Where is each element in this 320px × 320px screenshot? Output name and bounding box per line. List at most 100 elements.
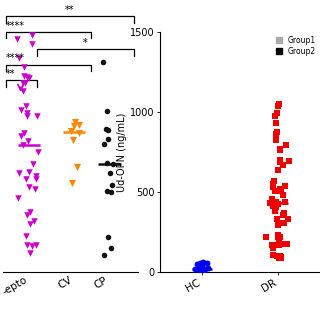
Point (274, 243, 279, 248)
Point (34, 173, 39, 178)
Legend: Group1, Group2: Group1, Group2 (276, 36, 316, 56)
Point (270, 196, 275, 202)
Point (277, 220, 282, 225)
Point (274, 199, 279, 204)
Point (105, 137, 110, 142)
Point (109, 182, 114, 188)
Point (34, 243, 39, 248)
Point (21, 74, 26, 79)
Point (275, 129, 280, 134)
Point (106, 127, 111, 132)
Point (22, 130, 27, 135)
Point (17, 171, 22, 176)
Point (199, 266, 204, 271)
Point (15, 195, 20, 200)
Point (26, 75, 31, 80)
Text: *: * (83, 38, 88, 48)
Point (20, 80, 26, 85)
Point (29, 33, 35, 38)
Point (101, 253, 107, 258)
Point (205, 266, 211, 271)
Point (280, 242, 285, 247)
Point (19, 107, 24, 112)
Point (276, 222, 281, 228)
Point (199, 268, 204, 274)
Point (23, 234, 28, 239)
Point (281, 163, 286, 168)
Point (71, 137, 76, 142)
Point (277, 254, 282, 259)
Point (272, 179, 277, 184)
Point (105, 160, 110, 165)
Point (278, 256, 284, 261)
Point (25, 114, 30, 119)
Point (101, 60, 106, 65)
Point (271, 252, 276, 257)
Point (275, 254, 280, 259)
Point (205, 260, 210, 266)
Point (23, 103, 28, 108)
Text: **: ** (6, 69, 15, 79)
Point (195, 262, 200, 267)
Point (73, 119, 78, 124)
Point (277, 146, 283, 151)
Point (33, 177, 38, 182)
Point (276, 103, 281, 108)
Point (24, 212, 29, 218)
Point (35, 149, 40, 154)
Point (199, 264, 204, 269)
Point (269, 242, 275, 247)
Point (285, 216, 291, 221)
Point (69, 180, 75, 185)
Point (32, 219, 37, 224)
Point (278, 234, 283, 239)
Point (25, 138, 30, 143)
Point (29, 41, 34, 46)
Point (275, 201, 280, 206)
Point (69, 129, 74, 134)
Point (104, 126, 109, 131)
Point (27, 221, 32, 226)
Text: **: ** (65, 5, 75, 15)
Point (284, 241, 290, 246)
Point (24, 75, 29, 80)
Point (105, 108, 110, 114)
Point (24, 177, 29, 182)
Point (270, 184, 275, 189)
Point (35, 114, 40, 119)
Point (76, 130, 82, 135)
Point (201, 260, 206, 265)
Point (273, 138, 278, 143)
Point (271, 182, 276, 187)
Point (110, 161, 115, 166)
Point (275, 217, 280, 222)
Point (277, 157, 282, 163)
Point (108, 189, 113, 194)
Point (274, 132, 279, 137)
Point (109, 245, 114, 251)
Point (27, 250, 32, 255)
Point (19, 134, 24, 139)
Point (283, 143, 288, 148)
Point (200, 268, 205, 273)
Point (20, 89, 26, 94)
Point (283, 200, 288, 205)
Point (197, 260, 202, 266)
Point (273, 204, 278, 210)
Point (281, 192, 286, 197)
Point (14, 36, 20, 42)
Point (276, 101, 281, 107)
Point (273, 121, 278, 126)
Point (102, 142, 107, 147)
Point (282, 221, 287, 226)
Point (276, 232, 281, 237)
Point (271, 204, 276, 209)
Point (268, 200, 273, 205)
Point (278, 159, 283, 164)
Point (21, 142, 26, 148)
Point (275, 167, 280, 172)
Point (32, 186, 37, 191)
Point (25, 242, 30, 247)
Point (277, 256, 282, 261)
Point (106, 234, 111, 239)
